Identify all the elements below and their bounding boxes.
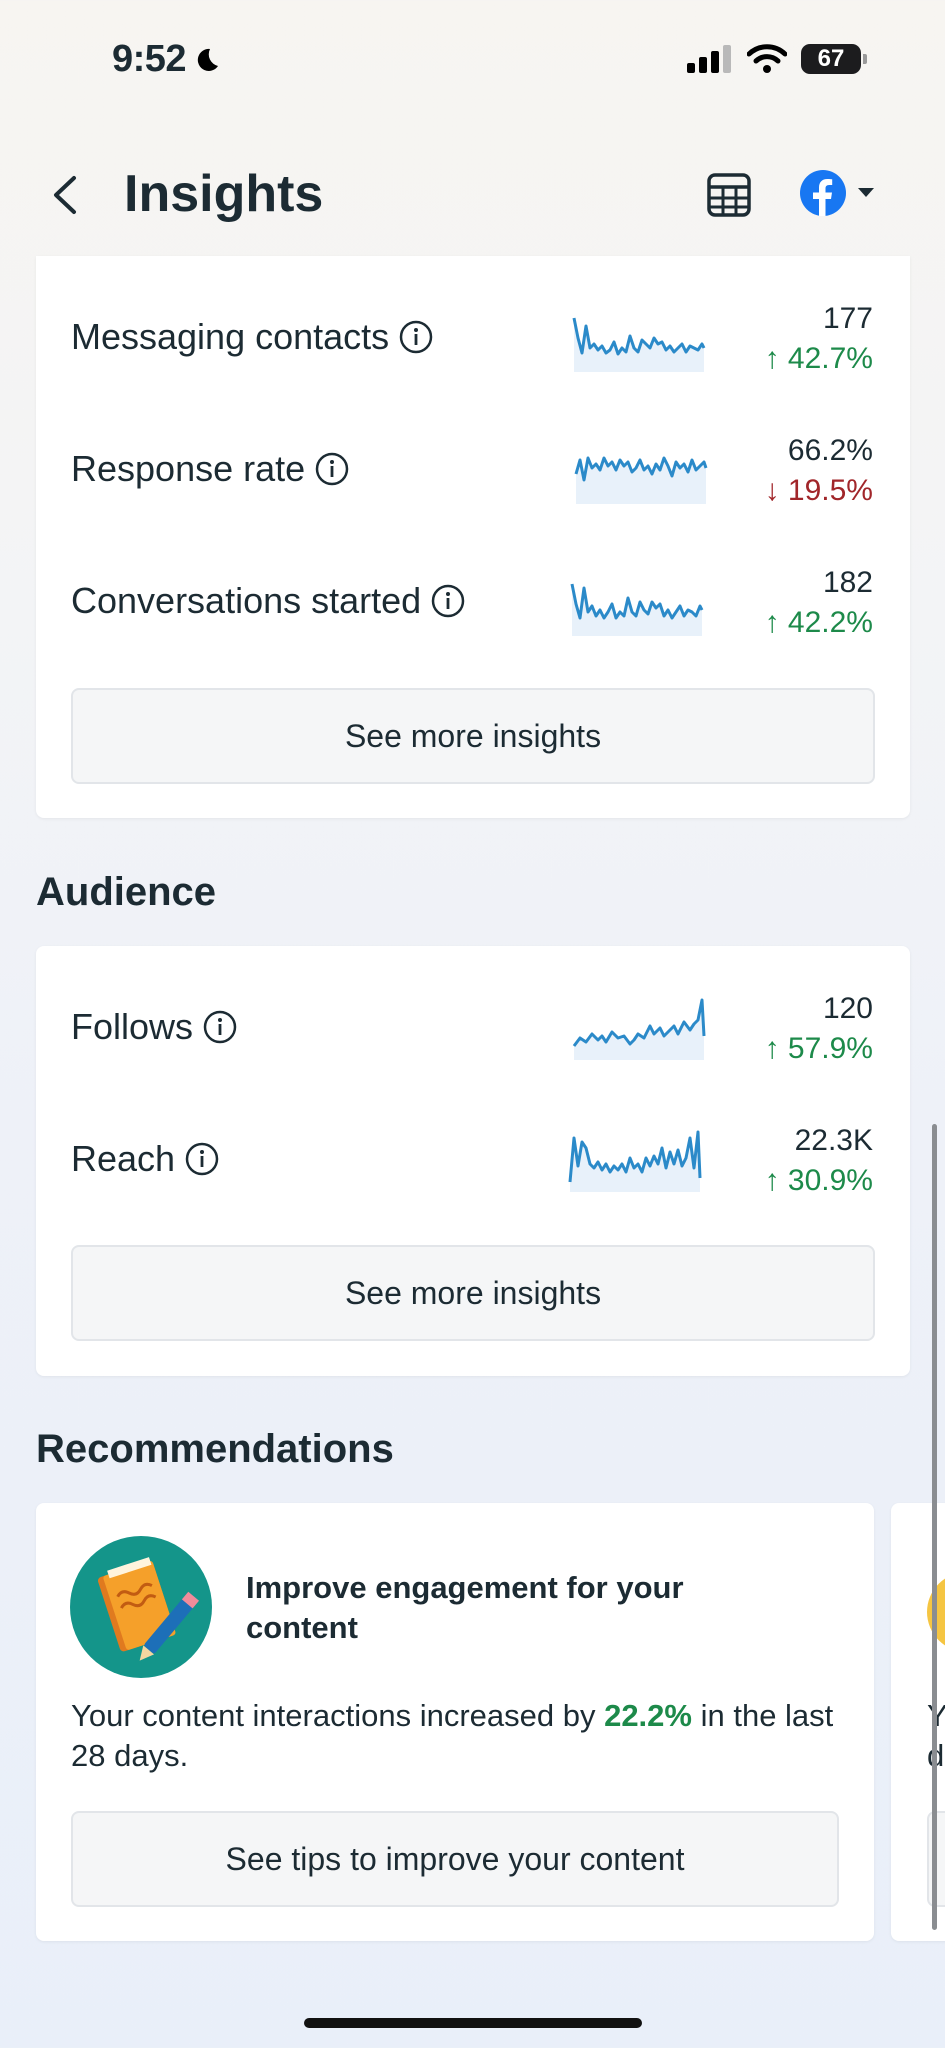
account-switcher[interactable] — [800, 170, 876, 216]
metric-name: Response rate — [71, 448, 306, 489]
metric-value: 120 — [822, 992, 873, 1025]
notebook-pencil-illustration-icon — [70, 1536, 212, 1678]
metric-name: Messaging contacts — [71, 316, 390, 357]
wifi-icon — [747, 44, 787, 73]
metric-label-follows: Follows — [71, 1006, 237, 1048]
battery-level: 67 — [817, 45, 845, 72]
metric-change: ↑ 57.9% — [764, 1032, 873, 1065]
metric-value: 22.3K — [794, 1124, 873, 1157]
sparkline-response-rate — [574, 456, 708, 504]
metric-change-value: 19.5% — [787, 474, 873, 507]
battery-indicator: 67 — [801, 44, 867, 74]
sparkline-follows — [572, 998, 706, 1060]
metric-value: 66.2% — [787, 434, 873, 467]
metric-change-value: 30.9% — [787, 1164, 873, 1197]
section-title-audience: Audience — [36, 870, 217, 914]
metric-change-value: 42.2% — [787, 606, 873, 639]
see-more-insights-button[interactable]: See more insights — [71, 688, 875, 784]
moon-icon — [197, 48, 219, 71]
cellular-signal-icon — [687, 45, 731, 73]
metric-value: 182 — [822, 566, 873, 599]
table-export-icon[interactable] — [706, 172, 752, 218]
sparkline-conversations-started — [570, 583, 704, 636]
facebook-logo-icon — [800, 170, 846, 216]
metric-label-conversations-started: Conversations started — [71, 580, 465, 622]
sparkline-messaging-contacts — [572, 317, 706, 372]
sparkline-reach — [568, 1130, 702, 1192]
see-tips-button[interactable]: See tips to improve your content — [71, 1811, 839, 1907]
info-icon[interactable] — [203, 1010, 237, 1044]
section-title-recommendations: Recommendations — [36, 1427, 394, 1471]
recommendation-body-suffix: in the last 28 days. — [71, 1698, 834, 1773]
recommendation-body-prefix: Your content interactions increased by — [71, 1698, 605, 1733]
page-title: Insights — [124, 165, 324, 223]
metric-name: Reach — [71, 1138, 176, 1179]
back-chevron-icon[interactable] — [44, 170, 88, 220]
metric-name: Follows — [71, 1006, 194, 1047]
metric-change: ↑ 30.9% — [764, 1164, 873, 1197]
metric-change-value: 57.9% — [787, 1032, 873, 1065]
metric-change: ↓ 19.5% — [764, 474, 873, 507]
status-time-text: 9:52 — [112, 38, 187, 80]
status-icons: 67 — [687, 44, 867, 74]
metric-change-value: 42.7% — [787, 342, 873, 375]
home-indicator[interactable] — [304, 2018, 642, 2028]
info-icon[interactable] — [431, 584, 465, 618]
info-icon[interactable] — [399, 320, 433, 354]
recommendation-highlight: 22.2% — [604, 1698, 692, 1733]
metric-label-messaging-contacts: Messaging contacts — [71, 316, 433, 358]
metric-change: ↑ 42.2% — [764, 606, 873, 639]
dropdown-caret-icon — [858, 188, 874, 197]
info-icon[interactable] — [185, 1142, 219, 1176]
metric-label-reach: Reach — [71, 1138, 219, 1180]
metric-value: 177 — [822, 302, 873, 335]
scrollbar[interactable] — [932, 1124, 937, 1930]
metric-change: ↑ 42.7% — [764, 342, 873, 375]
recommendation-body: Your content interactions increased by 2… — [71, 1696, 861, 1776]
see-more-insights-button[interactable]: See more insights — [71, 1245, 875, 1341]
info-icon[interactable] — [315, 452, 349, 486]
recommendation-title: Improve engagement for your content — [246, 1570, 684, 1645]
status-time: 9:52 — [112, 38, 220, 81]
metric-name: Conversations started — [71, 580, 422, 621]
metric-label-response-rate: Response rate — [71, 448, 349, 490]
